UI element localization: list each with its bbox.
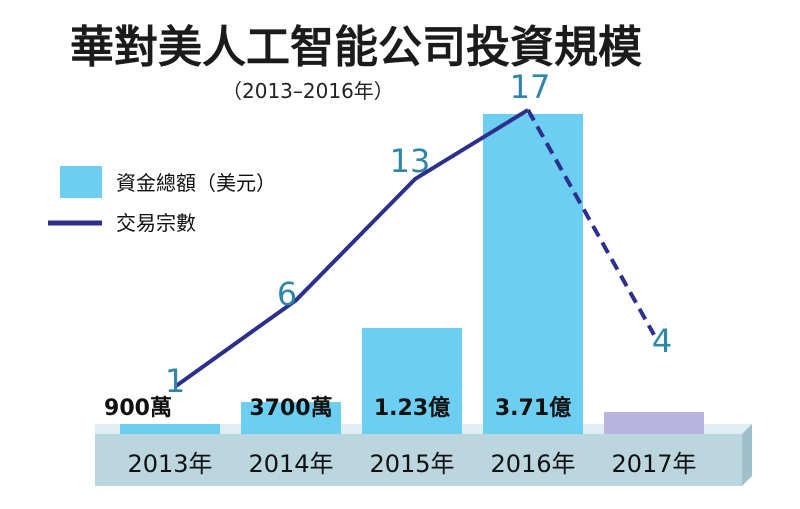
deal-count-label: 1 bbox=[165, 362, 185, 400]
bar-4 bbox=[604, 412, 704, 434]
x-tick-label: 2015年 bbox=[369, 450, 454, 478]
deal-count-line bbox=[173, 108, 656, 389]
deal-count-label: 4 bbox=[652, 322, 672, 360]
x-tick-label: 2016年 bbox=[490, 450, 575, 478]
x-tick-label: 2013年 bbox=[127, 450, 212, 478]
deal-count-label: 6 bbox=[277, 275, 297, 313]
chart-subtitle: （2013–2016年） bbox=[222, 79, 394, 103]
deal-count-label: 13 bbox=[390, 142, 431, 180]
bar-3 bbox=[483, 114, 583, 434]
funding-label: 3.71億 bbox=[495, 395, 571, 421]
bars bbox=[120, 114, 704, 434]
bar-0 bbox=[120, 424, 220, 434]
x-tick-label: 2014年 bbox=[248, 450, 333, 478]
funding-label: 1.23億 bbox=[374, 395, 450, 421]
deal-line-solid bbox=[173, 108, 530, 389]
legend: 資金總額（美元） 交易宗數 bbox=[48, 166, 276, 235]
deal-count-label: 17 bbox=[510, 68, 551, 106]
base-side bbox=[742, 424, 752, 486]
deal-line-dashed bbox=[526, 108, 656, 336]
legend-bar-swatch bbox=[60, 166, 102, 198]
x-tick-label: 2017年 bbox=[611, 450, 696, 478]
funding-label: 3700萬 bbox=[249, 396, 332, 421]
data-labels: 2013年 2014年 2015年 2016年 2017年 900萬 3700萬 1.23億 3… bbox=[104, 68, 697, 478]
bar-2 bbox=[362, 327, 462, 434]
base-front bbox=[95, 434, 742, 486]
funding-label: 900萬 bbox=[104, 396, 172, 421]
legend-line-label: 交易宗數 bbox=[116, 211, 196, 235]
bar-1 bbox=[241, 402, 341, 434]
chart-title: 華對美人工智能公司投資規模 bbox=[70, 22, 642, 73]
legend-bar-label: 資金總額（美元） bbox=[116, 171, 276, 195]
